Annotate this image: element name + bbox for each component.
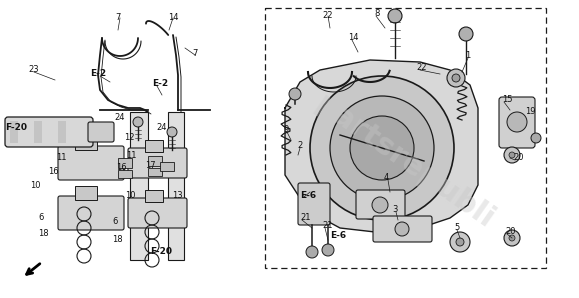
FancyBboxPatch shape (88, 122, 114, 142)
Text: E-2: E-2 (152, 80, 168, 89)
Text: 2: 2 (297, 142, 302, 150)
Bar (22, 121, 30, 143)
Bar (145, 140, 163, 152)
Text: 7: 7 (192, 49, 197, 58)
Text: 13: 13 (172, 192, 182, 201)
Text: E-6: E-6 (330, 232, 346, 240)
Text: 4: 4 (384, 173, 389, 182)
Text: 10: 10 (125, 190, 135, 199)
Bar (130, 112, 148, 260)
Text: 9: 9 (283, 125, 288, 134)
Circle shape (350, 116, 414, 180)
Bar (148, 156, 162, 166)
Circle shape (450, 232, 470, 252)
Circle shape (531, 133, 541, 143)
FancyBboxPatch shape (356, 190, 405, 219)
Text: 20: 20 (505, 227, 515, 237)
FancyBboxPatch shape (128, 198, 187, 228)
Text: E-6: E-6 (300, 190, 316, 199)
Text: 15: 15 (502, 95, 512, 105)
Text: 10: 10 (30, 181, 41, 190)
Bar (75, 136, 97, 150)
Text: 14: 14 (348, 33, 358, 43)
Text: 18: 18 (38, 229, 49, 238)
Circle shape (167, 127, 177, 137)
Text: partsrepubli: partsrepubli (310, 89, 500, 235)
Bar (265, 8, 546, 268)
Text: 6: 6 (38, 213, 43, 223)
Text: 24: 24 (156, 123, 167, 133)
Circle shape (507, 112, 527, 132)
Polygon shape (285, 60, 478, 232)
Text: 20: 20 (513, 153, 523, 162)
Bar (58, 121, 66, 143)
Circle shape (289, 88, 301, 100)
Text: 22: 22 (416, 63, 427, 72)
FancyBboxPatch shape (58, 146, 124, 180)
Circle shape (459, 27, 473, 41)
Circle shape (133, 117, 143, 127)
Bar (46, 121, 54, 143)
Text: 24: 24 (114, 114, 124, 122)
Text: 21: 21 (300, 213, 310, 223)
Circle shape (322, 244, 334, 256)
Circle shape (456, 238, 464, 246)
Circle shape (330, 96, 434, 200)
FancyBboxPatch shape (298, 183, 330, 225)
Text: 5: 5 (454, 224, 459, 232)
Text: 16: 16 (116, 164, 127, 173)
Circle shape (447, 69, 465, 87)
Bar (145, 190, 163, 202)
Bar (118, 170, 132, 178)
Text: E-2: E-2 (90, 69, 106, 78)
Bar (75, 186, 97, 200)
Circle shape (504, 147, 520, 163)
Bar (160, 162, 174, 171)
Text: 8: 8 (374, 10, 379, 18)
Text: 6: 6 (112, 218, 118, 226)
FancyBboxPatch shape (128, 148, 187, 178)
Bar (148, 168, 162, 176)
Bar (70, 121, 78, 143)
Text: 19: 19 (525, 108, 536, 117)
Bar (34, 121, 42, 143)
FancyBboxPatch shape (499, 97, 535, 148)
Bar (10, 121, 18, 143)
Circle shape (310, 76, 454, 220)
Text: 1: 1 (465, 52, 470, 60)
FancyBboxPatch shape (373, 216, 432, 242)
Text: 11: 11 (126, 150, 137, 159)
Text: 16: 16 (48, 167, 58, 176)
Circle shape (452, 74, 460, 82)
Bar (118, 158, 132, 168)
Text: 14: 14 (168, 13, 178, 23)
Circle shape (388, 9, 402, 23)
Text: F-20: F-20 (5, 123, 27, 133)
Circle shape (509, 152, 515, 158)
FancyBboxPatch shape (5, 117, 93, 147)
Text: 18: 18 (112, 235, 123, 244)
FancyBboxPatch shape (58, 196, 124, 230)
Text: 11: 11 (56, 153, 67, 162)
Text: 23: 23 (28, 66, 39, 74)
Bar (168, 112, 184, 260)
Text: 12: 12 (124, 134, 134, 142)
Circle shape (395, 222, 409, 236)
Text: 21: 21 (322, 221, 332, 230)
Text: 22: 22 (322, 10, 332, 19)
Circle shape (372, 197, 388, 213)
Circle shape (504, 230, 520, 246)
Circle shape (509, 235, 515, 241)
Text: F-20: F-20 (150, 248, 172, 257)
Text: 3: 3 (392, 206, 397, 215)
Circle shape (306, 246, 318, 258)
Text: 7: 7 (115, 13, 120, 23)
Text: 17: 17 (145, 161, 156, 170)
